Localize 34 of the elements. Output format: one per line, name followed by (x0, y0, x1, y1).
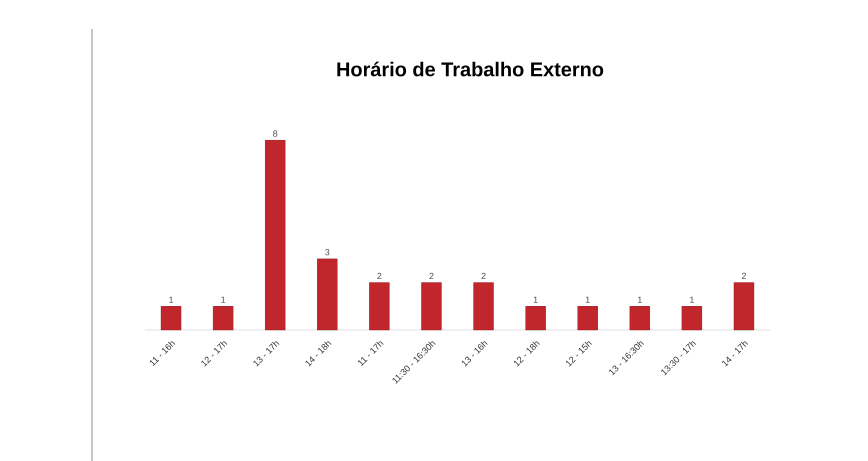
bar (734, 282, 754, 330)
data-label: 1 (638, 296, 642, 303)
bar (160, 306, 182, 330)
data-label: 1 (586, 296, 590, 303)
data-label: 2 (429, 272, 434, 280)
data-label: 1 (221, 296, 226, 303)
bar (369, 282, 390, 330)
bar (525, 306, 546, 330)
x-tick-label: 11 - 16h (150, 341, 176, 366)
data-label: 2 (742, 272, 746, 280)
bar (212, 306, 234, 330)
x-tick-label: 12 - 18h (514, 341, 540, 367)
x-tick-label: 14 - 17h (722, 341, 748, 367)
x-tick-label: 12 - 15h (566, 341, 592, 367)
bar (630, 306, 650, 330)
bar (265, 140, 286, 330)
bar (317, 258, 338, 330)
data-label: 2 (482, 272, 486, 280)
x-tick-label: 11 - 17h (358, 341, 384, 366)
x-tick-label: 13 - 17h (253, 341, 280, 367)
x-tick-label: 14 - 18h (306, 341, 332, 367)
bar (578, 306, 598, 330)
data-label: 3 (325, 248, 330, 256)
data-label: 8 (273, 130, 278, 137)
data-label: 1 (169, 296, 174, 303)
data-label: 1 (690, 296, 694, 303)
bar (421, 282, 442, 330)
data-label: 1 (534, 296, 538, 303)
bar (473, 282, 494, 330)
data-label: 2 (377, 272, 382, 280)
x-tick-label: 12 - 17h (201, 341, 228, 367)
chart-title: Horário de Trabalho Externo (337, 62, 604, 76)
bar (682, 306, 702, 330)
x-tick-label: 13 - 16h (462, 341, 488, 367)
